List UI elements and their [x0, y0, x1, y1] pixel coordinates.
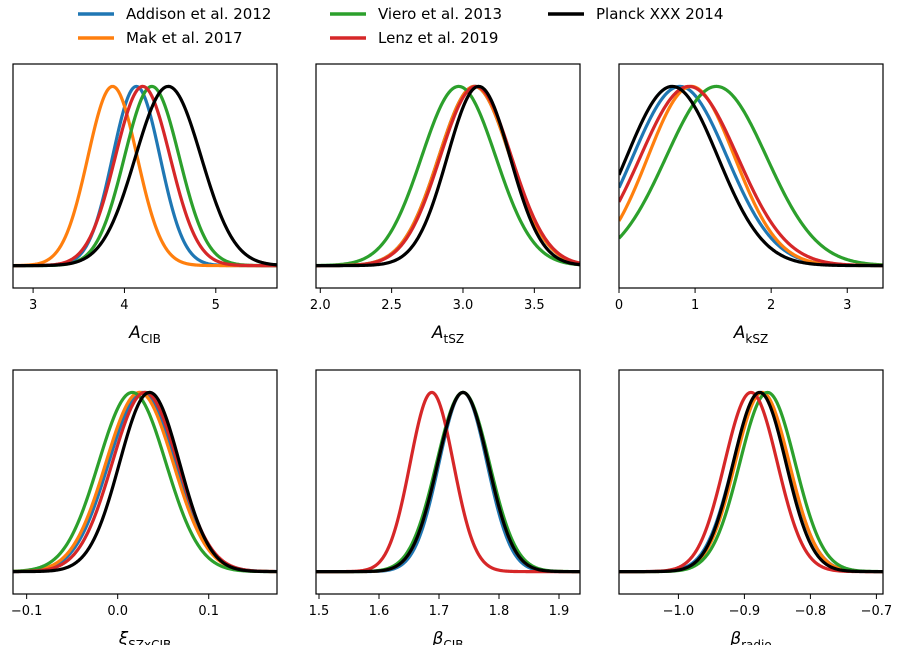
curve-addison-et-al-2012: [13, 84, 277, 268]
x-tick-label: 3: [843, 298, 851, 313]
x-axis-label: βradio: [729, 629, 771, 645]
axes-frame: [618, 369, 884, 595]
legend-label: Viero et al. 2013: [378, 5, 502, 23]
legend-entry-planck-xxx-2014: Planck XXX 2014: [548, 5, 723, 23]
curve-planck-xxx-2014: [316, 390, 580, 574]
x-axis-symbol: A: [431, 323, 444, 343]
panel-cib: 1.5 1.6 1.7 1.8 1.9 βCIB: [309, 369, 581, 645]
axes-frame: [618, 63, 884, 289]
curve-viero-et-al-2013: [619, 390, 883, 574]
x-tick-label: 1: [691, 298, 699, 313]
x-axis-subscript: radio: [741, 638, 772, 645]
x-tick-label: 5: [212, 298, 220, 313]
x-tick-label: 0.1: [198, 604, 219, 619]
x-tick-label: 1.9: [549, 604, 570, 619]
legend-label: Planck XXX 2014: [596, 5, 723, 23]
curve-viero-et-al-2013: [13, 84, 277, 268]
x-axis-subscript: CIB: [443, 638, 463, 645]
legend-entry-viero-et-al-2013: Viero et al. 2013: [330, 5, 502, 23]
axes-frame: [315, 369, 581, 595]
x-axis-subscript: tSZ: [444, 332, 465, 346]
x-tick-label: 2.5: [381, 298, 402, 313]
x-tick-label: 0: [615, 298, 623, 313]
panel-tsz: 2.0 2.5 3.0 3.5 AtSZ: [310, 63, 581, 346]
x-axis-subscript: kSZ: [745, 332, 768, 346]
curve-viero-et-al-2013: [13, 390, 277, 574]
x-axis-symbol: A: [733, 323, 746, 343]
x-tick-label: 3.5: [524, 298, 545, 313]
curves: [13, 390, 277, 574]
x-axis-symbol: β: [431, 629, 443, 645]
x-tick-label: 3.0: [453, 298, 474, 313]
x-axis-label: βCIB: [431, 629, 463, 645]
x-tick-label: 1.7: [429, 604, 450, 619]
x-axis-label: AtSZ: [431, 323, 464, 346]
curve-mak-et-al-2017: [13, 390, 277, 574]
curve-addison-et-al-2012: [13, 390, 277, 574]
curves: [619, 390, 883, 574]
legend-label: Addison et al. 2012: [126, 5, 271, 23]
legend-entry-mak-et-al-2017: Mak et al. 2017: [78, 29, 243, 47]
x-axis-symbol: ξ: [118, 629, 129, 645]
x-tick-label: 2: [767, 298, 775, 313]
x-axis-subscript: CIB: [141, 332, 161, 346]
legend-entry-addison-et-al-2012: Addison et al. 2012: [78, 5, 271, 23]
panel-szxcib: −0.1 0.0 0.1 ξSZxCIB: [11, 369, 278, 645]
axes-frame: [12, 63, 278, 289]
curve-planck-xxx-2014: [13, 84, 277, 268]
x-tick-label: 1.6: [369, 604, 390, 619]
legend-label: Lenz et al. 2019: [378, 29, 498, 47]
curves: [619, 84, 883, 268]
curve-viero-et-al-2013: [619, 84, 883, 267]
curve-viero-et-al-2013: [316, 84, 580, 268]
x-axis-label: ξSZxCIB: [118, 629, 172, 645]
curve-mak-et-al-2017: [13, 84, 277, 268]
x-tick-label: −0.9: [729, 604, 761, 619]
x-tick-label: 1.5: [309, 604, 330, 619]
curve-planck-xxx-2014: [619, 390, 883, 574]
curve-lenz-et-al-2019: [13, 84, 277, 268]
x-axis-symbol: A: [128, 323, 141, 343]
curve-planck-xxx-2014: [13, 390, 277, 574]
panel-cib: 3 4 5 ACIB: [12, 63, 278, 346]
curves: [316, 390, 580, 574]
x-tick-label: 1.8: [489, 604, 510, 619]
x-tick-label: −0.8: [795, 604, 827, 619]
x-axis-subscript: SZxCIB: [128, 638, 171, 645]
curve-planck-xxx-2014: [316, 84, 580, 268]
legend-label: Mak et al. 2017: [126, 29, 243, 47]
curves: [316, 84, 580, 268]
curves: [13, 84, 277, 268]
x-tick-label: 4: [120, 298, 128, 313]
panel-ksz: 0 1 2 3 AkSZ: [615, 63, 884, 346]
x-tick-label: 3: [29, 298, 37, 313]
axes-frame: [315, 63, 581, 289]
x-tick-label: −0.1: [11, 604, 43, 619]
x-axis-symbol: β: [729, 629, 741, 645]
x-axis-label: AkSZ: [733, 323, 768, 346]
x-tick-label: −1.0: [663, 604, 695, 619]
panel-radio: −1.0 −0.9 −0.8 −0.7 βradio: [618, 369, 893, 645]
x-tick-label: 0.0: [107, 604, 128, 619]
axes-frame: [12, 369, 278, 595]
x-axis-label: ACIB: [128, 323, 161, 346]
curve-planck-xxx-2014: [619, 84, 883, 268]
legend-entry-lenz-et-al-2019: Lenz et al. 2019: [330, 29, 498, 47]
legend: Addison et al. 2012 Viero et al. 2013 Plan…: [78, 5, 723, 47]
x-tick-label: −0.7: [861, 604, 893, 619]
curve-lenz-et-al-2019: [13, 390, 277, 574]
x-tick-label: 2.0: [310, 298, 331, 313]
